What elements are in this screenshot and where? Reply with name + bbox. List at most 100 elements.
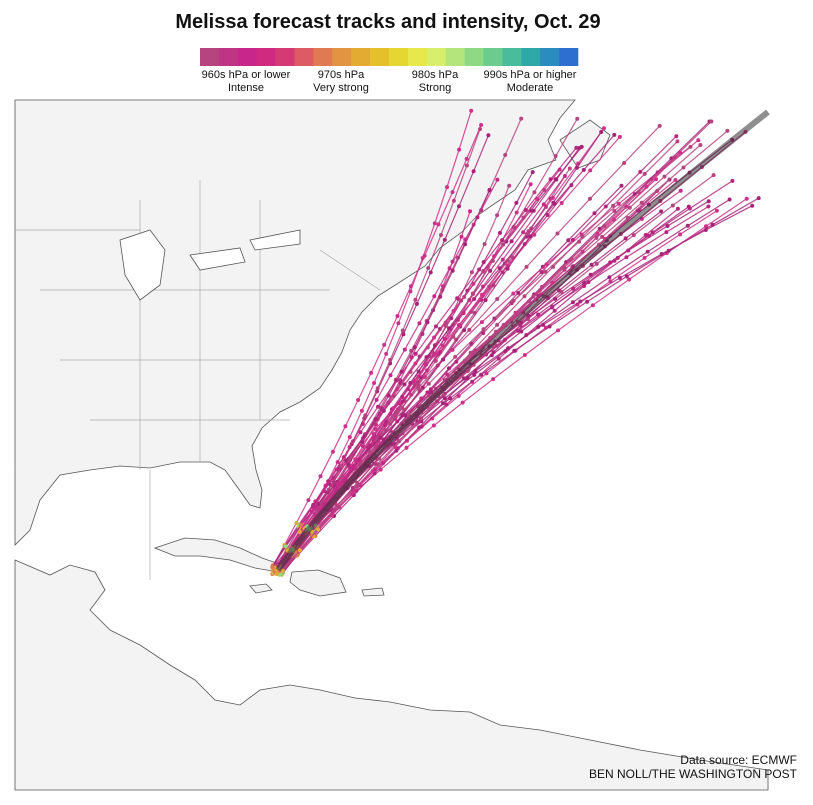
track-point [493,329,498,334]
track-point [470,291,475,296]
track-point [675,206,680,211]
legend-swatch [559,48,579,66]
track-point [706,204,711,209]
track-point [495,213,500,218]
track-point [531,294,536,299]
track-point [594,235,599,240]
track-point [486,133,491,138]
track-point [559,201,564,205]
legend-swatch [540,48,560,66]
track-point [577,145,582,150]
track-point [270,565,275,570]
track-point [401,332,406,337]
track-point [580,249,585,254]
legend-swatch [502,48,522,66]
track-point [727,197,732,202]
legend-label: 990s hPa or higher [484,69,577,81]
track-point [589,262,594,267]
track-point [426,381,431,386]
track-point [445,372,450,377]
track-point [511,298,516,303]
track-point [482,242,487,247]
track-point [459,234,464,239]
track-point [505,258,510,263]
track-point [608,260,613,265]
track-point [553,154,558,158]
track-point [330,449,335,454]
track-point [386,393,391,398]
track-point [479,320,484,325]
track-point [524,232,529,237]
legend-swatch [483,48,503,66]
hispaniola [289,569,347,597]
track-point [481,284,485,289]
track-point [574,145,579,150]
track-point [461,311,466,315]
track-point [548,177,553,182]
track-point [581,167,586,172]
track-point [519,320,524,325]
track-point [514,200,519,205]
track-point [378,435,383,440]
track-point [519,116,524,121]
track-point [491,350,496,355]
track-point [408,289,413,294]
track-point [516,290,521,295]
track-point [442,237,447,242]
track-point [657,123,662,128]
track-point [381,408,386,413]
track-point [414,301,419,306]
track-point [442,396,447,401]
track-point [617,275,622,280]
track-point [643,233,648,237]
track-point [645,249,650,254]
jamaica [249,583,273,594]
track-point [491,377,496,382]
track-point [642,171,647,176]
track-point [552,308,557,313]
track-point [501,323,506,327]
track-point [688,144,693,149]
track-point [744,196,749,201]
track-point [602,224,607,228]
track-point [388,373,393,378]
track-point [396,439,401,444]
track-point [436,222,441,227]
track-point [562,174,567,178]
track-point [550,195,555,200]
track-point [511,291,516,296]
track-point [481,331,486,336]
track-point [447,266,452,271]
track-point [594,261,599,266]
track-point [456,323,461,328]
track-point [704,224,708,229]
track-point [512,348,517,353]
track-point [756,196,761,201]
track-point [455,296,460,301]
track-point [528,182,533,187]
track-point [441,357,446,362]
central-america [14,559,769,791]
track-point [551,264,555,269]
track-point [440,401,445,406]
track-point [709,119,714,124]
track-point [582,284,587,288]
track-point [470,379,475,384]
track-point [509,239,514,244]
track-point [664,230,669,235]
track-point [464,163,469,168]
track-point [673,178,678,182]
track-point [367,450,372,455]
track-point [457,204,461,209]
legend-label: 980s hPa [412,69,459,81]
track-point [611,203,616,208]
track-point [566,238,571,243]
track-point [711,173,716,178]
track-point [477,267,482,272]
legend-label: Strong [419,82,451,94]
track-point [544,205,548,209]
mean-track [275,109,770,572]
track-point [530,170,535,175]
track-point [375,462,380,467]
